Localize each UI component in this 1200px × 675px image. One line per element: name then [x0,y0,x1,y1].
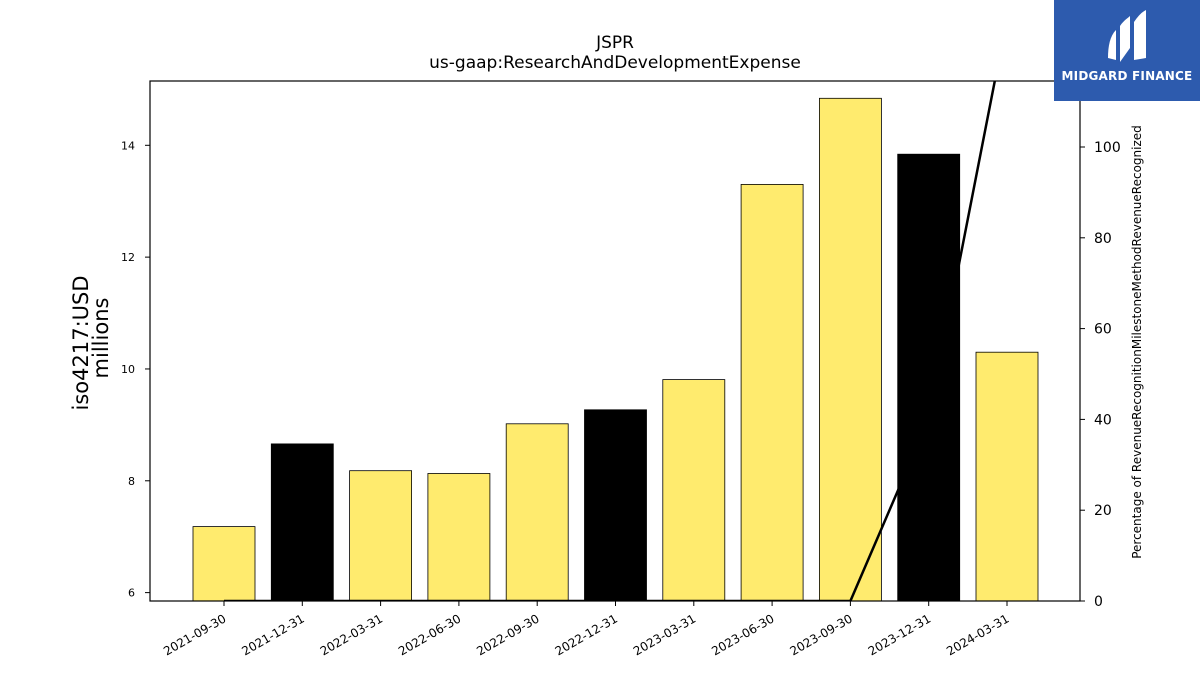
midgard-finance-logo: MIDGARD FINANCE [1054,0,1200,101]
x-tick-label: 2022-09-30 [474,611,541,658]
chart-subtitle: us-gaap:ResearchAndDevelopmentExpense [429,53,801,73]
bar-2023-12-31 [897,153,961,602]
bar-2021-12-31 [270,443,334,602]
y-axis-ticks: 6 8 10 12 14 [121,139,150,600]
bar-2023-09-30 [819,97,882,602]
x-tick-label: 2023-09-30 [787,611,854,658]
y2-tick-label: 0 [1094,594,1103,610]
secondary-series-line [224,81,997,601]
y2-tick-label: 100 [1094,140,1121,156]
x-tick-label: 2021-09-30 [161,611,228,658]
y-tick-label: 10 [121,363,135,376]
y-tick-label: 6 [128,587,135,600]
bar-2021-09-30 [192,526,256,602]
bar-2023-03-31 [662,379,726,602]
y2-tick-label: 60 [1094,322,1112,338]
bar-2022-12-31 [584,409,647,602]
y-tick-label: 8 [128,475,135,488]
x-tick-label: 2023-12-31 [866,611,933,658]
bar-2024-03-31 [975,351,1039,602]
y-tick-label: 12 [121,251,135,264]
y2-tick-label: 40 [1094,412,1112,428]
x-axis-ticks: 2021-09-30 2021-12-31 2022-03-31 2022-06-30… [161,601,1012,658]
logo-text: MIDGARD FINANCE [1061,69,1193,83]
y2-tick-label: 80 [1094,231,1112,247]
y-axis-label: iso4217:USD [69,275,93,410]
x-tick-label: 2023-03-31 [631,611,698,658]
logo-mark-icon [1108,10,1146,62]
x-tick-label: 2023-06-30 [709,611,776,658]
y2-axis-ticks: 0 20 40 60 80 100 [1080,140,1121,610]
x-tick-label: 2021-12-31 [239,611,306,658]
y-tick-label: 14 [121,139,135,152]
x-tick-label: 2024-03-31 [944,611,1011,658]
bar-2023-06-30 [740,183,804,602]
x-tick-label: 2022-03-31 [318,611,385,658]
bar-2022-09-30 [505,423,569,602]
bar-2022-03-31 [349,470,413,602]
secondary-line-group [224,81,997,601]
x-tick-label: 2022-06-30 [396,611,463,658]
x-tick-label: 2022-12-31 [553,611,620,658]
bar-2022-06-30 [427,473,491,602]
y2-axis-label: Percentage of RevenueRecognitionMileston… [1130,125,1144,559]
y-axis-unit-label: millions [89,298,113,379]
chart-title: JSPR [595,33,634,53]
bars-group [192,97,1039,602]
y2-tick-label: 20 [1094,503,1112,519]
